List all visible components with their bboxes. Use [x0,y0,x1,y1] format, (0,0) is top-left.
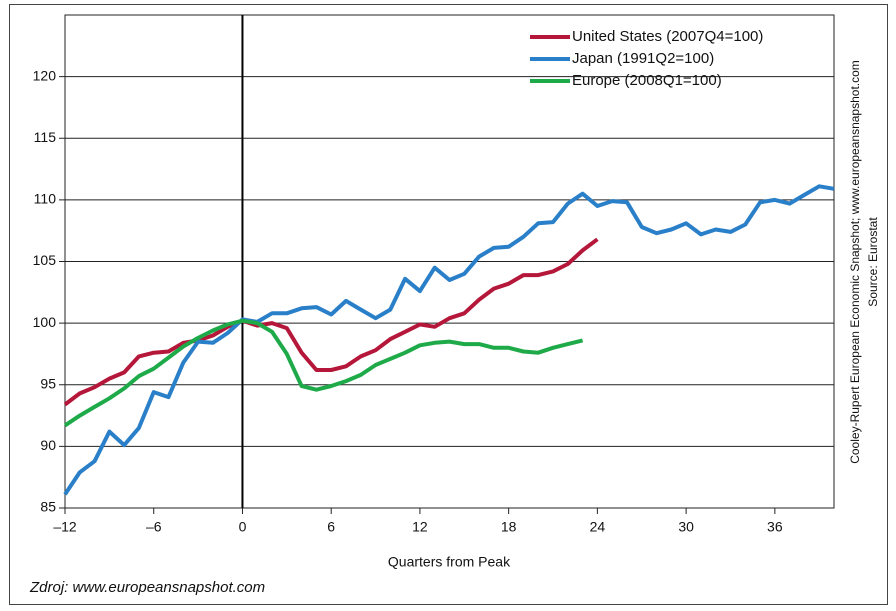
x-tick-label: 36 [767,519,783,535]
y-tick-label: 120 [33,67,57,83]
y-tick-label: 100 [33,314,57,330]
x-tick-label: 0 [239,519,247,535]
legend-label: Europe (2008Q1=100) [572,72,722,89]
legend-label: United States (2007Q4=100) [572,28,763,45]
legend-label: Japan (1991Q2=100) [572,50,714,67]
series-line [63,184,835,496]
x-tick-label: 30 [678,519,694,535]
y-tick-label: 110 [34,191,57,207]
x-tick-label: 12 [412,519,428,535]
side-note: Cooley-Rupert European Economic Snapshot… [848,60,862,464]
y-tick-label: 105 [33,252,57,268]
y-tick-label: 90 [40,437,56,453]
y-tick-label: 115 [34,129,57,145]
y-tick-label: 85 [40,499,56,515]
x-tick-label: 24 [590,519,606,535]
x-axis-label: Quarters from Peak [388,554,511,570]
frame [9,4,888,605]
x-tick-label: –6 [146,519,162,535]
y-tick-label: 95 [40,375,56,391]
series-line [63,318,584,428]
series-line [63,237,599,407]
x-tick-label: 6 [327,519,335,535]
plot-border [64,14,835,509]
source: Source: Eurostat [866,217,880,307]
x-tick-label: 18 [501,519,517,535]
x-tick-label: –12 [53,519,77,535]
footer: Zdroj: www.europeansnapshot.com [29,579,265,596]
